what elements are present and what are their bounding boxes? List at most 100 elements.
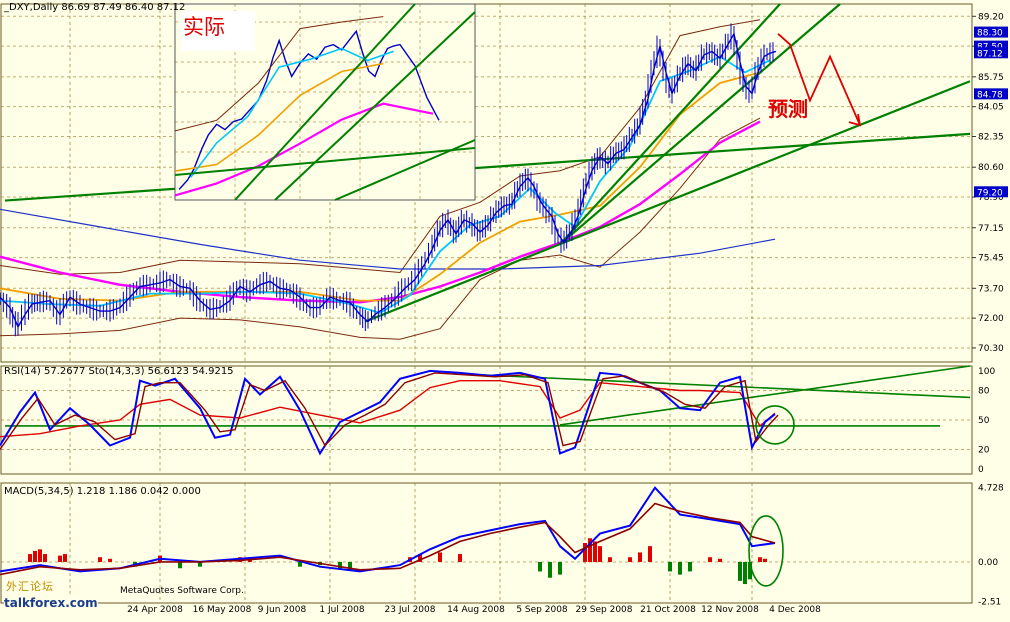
oscillator-header: RSI(14) 57.2677 Sto(14,3,3) 56.6123 54.9… <box>4 366 234 377</box>
watermark-cn: 外汇论坛 <box>6 580 54 593</box>
date-tick-label: 12 Nov 2008 <box>701 605 759 615</box>
osc-series <box>0 372 779 450</box>
macd-bar <box>648 546 652 562</box>
macd-bar <box>558 561 562 575</box>
price-tag <box>974 26 1008 38</box>
macd-bar <box>598 546 602 562</box>
price-tag-label: 84.78 <box>977 90 1003 100</box>
macd-bar <box>668 561 672 572</box>
price-tag-label: 88.30 <box>977 29 1003 39</box>
date-tick-label: 29 Sep 2008 <box>575 605 632 615</box>
macd-bar <box>718 558 722 562</box>
chart-header: _DXY,Daily 86.69 87.49 86.40 87.12 <box>4 2 186 13</box>
macd-bar <box>583 543 587 562</box>
ma-long <box>0 208 776 270</box>
date-tick-label: 14 Aug 2008 <box>447 605 505 615</box>
price-tick-label: 85.75 <box>978 73 1004 83</box>
watermark-brand: talkforex.com <box>4 596 98 610</box>
macd-bar <box>628 557 632 562</box>
macd-panel <box>0 486 776 585</box>
macd-bar <box>743 561 747 585</box>
macd-bar <box>458 554 462 562</box>
osc-highlight-circle <box>755 405 795 445</box>
panel-frame <box>0 482 973 604</box>
macd-bar <box>708 557 712 562</box>
osc-tick-label: 100 <box>978 367 995 377</box>
macd-tick-label: -2.51 <box>978 598 1001 608</box>
inset-ma-slow <box>174 102 434 197</box>
macd-bar <box>63 554 67 562</box>
date-tick-label: 4 Dec 2008 <box>769 605 821 615</box>
actual-caption: 实际 <box>181 11 255 51</box>
macd-header: MACD(5,34,5) 1.218 1.186 0.042 0.000 <box>4 486 201 497</box>
macd-bar <box>298 561 302 567</box>
macd-bar <box>43 554 47 562</box>
osc-trend-line <box>559 365 971 426</box>
inset-bollinger <box>174 16 384 132</box>
price-tick-label: 75.45 <box>978 254 1004 264</box>
macd-bar <box>548 561 552 578</box>
osc-series <box>0 380 776 438</box>
price-axis: 89.2087.5085.7584.0582.3580.6078.9077.15… <box>972 12 1008 608</box>
macd-bar <box>418 554 422 562</box>
osc-series <box>0 369 776 456</box>
date-tick-label: 21 Oct 2008 <box>640 605 696 615</box>
date-tick-label: 16 May 2008 <box>193 605 252 615</box>
macd-bar <box>538 561 542 572</box>
price-tick-label: 89.20 <box>978 12 1004 22</box>
macd-bar <box>748 561 752 580</box>
date-tick-label: 1 Jul 2008 <box>319 605 364 615</box>
price-tick-label: 84.05 <box>978 103 1004 113</box>
macd-bar <box>108 558 112 562</box>
macd-bar <box>178 561 182 569</box>
macd-tick-label: 4.728 <box>978 483 1004 493</box>
date-tick-label: 9 Jun 2008 <box>258 605 307 615</box>
macd-bar <box>638 552 642 562</box>
inset-trend <box>274 11 476 201</box>
macd-bar <box>678 561 682 575</box>
prediction-caption: 预测 <box>768 97 808 121</box>
date-tick-label: 23 Jul 2008 <box>385 605 436 615</box>
price-tag-label: 79.20 <box>977 188 1003 198</box>
inset-trend <box>234 3 416 201</box>
macd-bar <box>198 561 202 567</box>
osc-tick-label: 80 <box>978 387 990 397</box>
macd-tick-label: 0.00 <box>978 558 998 568</box>
macd-bar <box>688 561 692 572</box>
bollinger-bands <box>0 19 761 340</box>
macd-bar <box>588 538 592 562</box>
price-tag <box>974 47 1008 59</box>
price-tag-label: 87.12 <box>977 49 1003 59</box>
date-tick-label: 5 Sep 2008 <box>516 605 568 615</box>
price-tag <box>974 186 1008 198</box>
macd-bar <box>98 557 102 562</box>
grid <box>0 3 973 604</box>
bollinger-upper <box>0 19 761 275</box>
macd-signal-line <box>0 502 776 576</box>
macd-bar <box>28 554 32 562</box>
osc-tick-label: 20 <box>978 445 990 455</box>
macd-bar <box>438 552 442 562</box>
price-tag <box>974 40 1008 52</box>
price-tick-label: 80.60 <box>978 163 1004 173</box>
inset-trend <box>334 139 476 201</box>
price-tick-label: 72.00 <box>978 314 1004 324</box>
price-line <box>0 23 777 337</box>
trend-line <box>559 3 781 246</box>
macd-bar <box>33 550 37 562</box>
trend-lines <box>4 3 971 323</box>
price-tick-label: 70.30 <box>978 344 1004 354</box>
macd-bar <box>38 549 42 562</box>
osc-tick-label: 50 <box>978 416 990 426</box>
osc-tick-label: 0 <box>978 465 984 475</box>
macd-bar <box>58 555 62 562</box>
macd-bar <box>758 557 762 562</box>
macd-bar <box>338 561 342 569</box>
copyright-text: MetaQuotes Software Corp. <box>120 586 244 596</box>
highlight-circles <box>748 405 795 587</box>
trend-line <box>364 80 971 323</box>
date-tick-label: 24 Apr 2008 <box>127 605 183 615</box>
macd-bar <box>608 557 612 562</box>
